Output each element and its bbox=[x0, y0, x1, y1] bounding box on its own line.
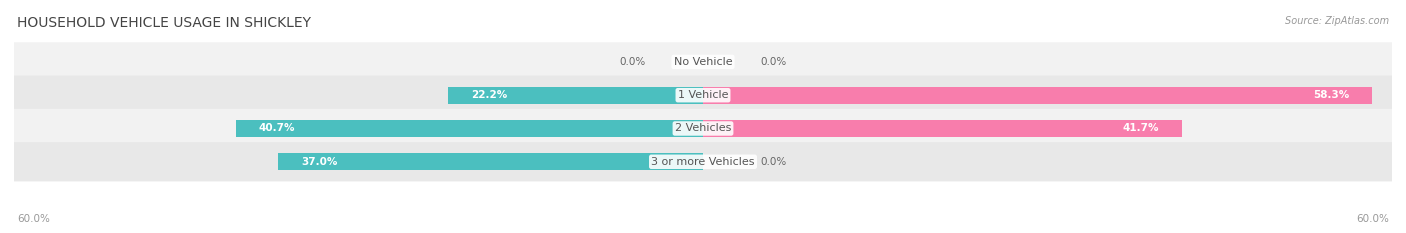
Bar bbox=[236, 120, 703, 137]
Text: 3 or more Vehicles: 3 or more Vehicles bbox=[651, 157, 755, 167]
FancyBboxPatch shape bbox=[13, 142, 1393, 182]
Text: 22.2%: 22.2% bbox=[471, 90, 508, 100]
Legend: Owner-occupied, Renter-occupied: Owner-occupied, Renter-occupied bbox=[593, 231, 813, 233]
Text: 41.7%: 41.7% bbox=[1122, 123, 1159, 134]
Text: No Vehicle: No Vehicle bbox=[673, 57, 733, 67]
Text: 2 Vehicles: 2 Vehicles bbox=[675, 123, 731, 134]
Text: 0.0%: 0.0% bbox=[761, 57, 787, 67]
Text: Source: ZipAtlas.com: Source: ZipAtlas.com bbox=[1285, 16, 1389, 26]
Bar bbox=[278, 153, 703, 170]
Bar bbox=[449, 86, 703, 104]
Text: 37.0%: 37.0% bbox=[301, 157, 337, 167]
Text: 40.7%: 40.7% bbox=[259, 123, 295, 134]
Text: HOUSEHOLD VEHICLE USAGE IN SHICKLEY: HOUSEHOLD VEHICLE USAGE IN SHICKLEY bbox=[17, 16, 311, 30]
Text: 0.0%: 0.0% bbox=[761, 157, 787, 167]
Text: 58.3%: 58.3% bbox=[1313, 90, 1350, 100]
FancyBboxPatch shape bbox=[13, 75, 1393, 115]
Text: 1 Vehicle: 1 Vehicle bbox=[678, 90, 728, 100]
Text: 0.0%: 0.0% bbox=[619, 57, 645, 67]
FancyBboxPatch shape bbox=[13, 42, 1393, 82]
FancyBboxPatch shape bbox=[13, 109, 1393, 148]
Bar bbox=[703, 86, 1372, 104]
Text: 60.0%: 60.0% bbox=[1357, 214, 1389, 224]
Bar bbox=[703, 120, 1182, 137]
Text: 60.0%: 60.0% bbox=[17, 214, 49, 224]
